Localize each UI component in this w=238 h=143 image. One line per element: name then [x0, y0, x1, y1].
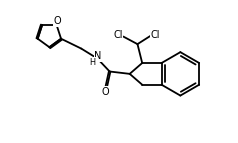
- Text: Cl: Cl: [113, 30, 123, 40]
- Text: N: N: [94, 51, 102, 61]
- Text: Cl: Cl: [151, 30, 160, 40]
- Text: O: O: [54, 16, 61, 26]
- Text: H: H: [89, 58, 95, 66]
- Text: O: O: [102, 87, 109, 97]
